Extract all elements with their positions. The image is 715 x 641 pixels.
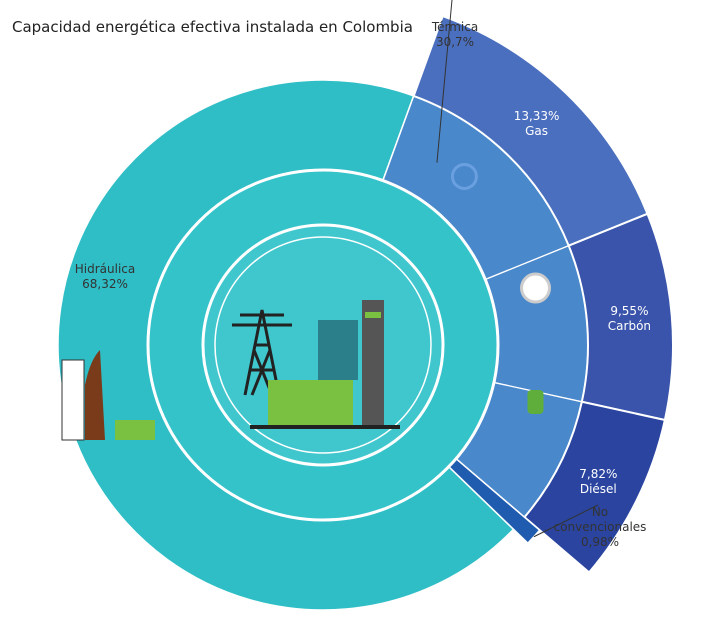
label-text: Gas bbox=[525, 123, 549, 138]
dam-icon bbox=[115, 420, 155, 440]
label-text: 9,55% bbox=[610, 304, 649, 319]
label-text: 0,98% bbox=[580, 535, 620, 549]
flame-icon bbox=[450, 162, 478, 190]
inner-ring bbox=[214, 236, 432, 454]
central-icon bbox=[232, 300, 400, 429]
dam-icon bbox=[61, 359, 85, 441]
leader-line bbox=[436, 0, 453, 163]
fuel-icon bbox=[527, 389, 544, 414]
factory-icon bbox=[365, 312, 381, 318]
factory-icon bbox=[250, 425, 400, 429]
tower-icon bbox=[232, 309, 292, 396]
category-label: Hidráulica 68,32% bbox=[60, 262, 150, 292]
label-text: 7,82% bbox=[579, 466, 618, 481]
label-text: 68,32% bbox=[82, 277, 128, 291]
label-text: 13,33% bbox=[513, 108, 560, 123]
segment-label: 9,55% Carbón bbox=[584, 304, 674, 334]
leader-line bbox=[533, 504, 599, 538]
label-text: Térmica bbox=[431, 20, 479, 34]
segment-label: 13,33% Gas bbox=[492, 109, 582, 139]
label-text: 30,7% bbox=[435, 35, 475, 49]
label-text: Carbón bbox=[607, 319, 652, 334]
label-text: No convencionales bbox=[553, 505, 647, 534]
factory-icon bbox=[318, 320, 358, 380]
factory-icon bbox=[362, 300, 384, 425]
label-text: Diésel bbox=[579, 481, 617, 496]
category-label: No convencionales 0,98% bbox=[550, 505, 650, 550]
chart-title: Capacidad energética efectiva instalada … bbox=[12, 18, 413, 36]
plug-icon bbox=[520, 272, 552, 304]
factory-icon bbox=[268, 380, 353, 425]
category-label: Térmica 30,7% bbox=[420, 20, 490, 50]
dam-icon bbox=[85, 350, 105, 440]
segment-label: 7,82% Diésel bbox=[553, 467, 643, 497]
label-text: Hidráulica bbox=[74, 262, 136, 276]
